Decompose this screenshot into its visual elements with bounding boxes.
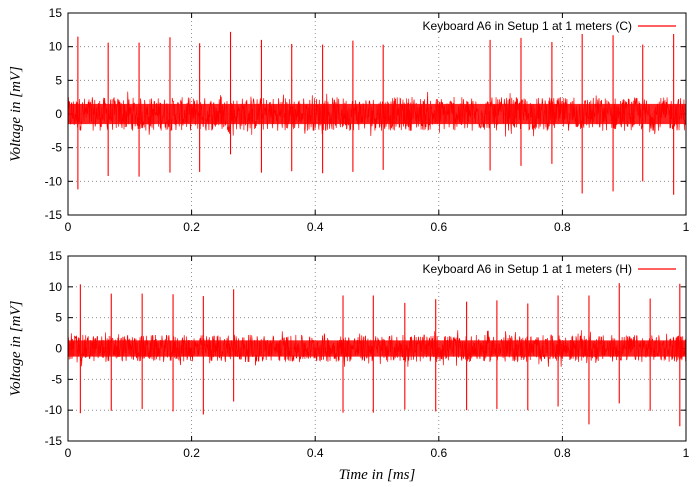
x-tick-label: 0.4: [307, 446, 324, 460]
y-tick-label: 0: [55, 107, 62, 121]
y-tick-label: -5: [51, 372, 62, 386]
x-tick-label: 0.2: [183, 446, 200, 460]
x-tick-label: 0.8: [554, 446, 571, 460]
x-tick-label: 0: [65, 220, 72, 234]
y-tick-label: 10: [49, 40, 63, 54]
legend-background: [388, 18, 682, 34]
chart-2: 0 0.2 0.4 0.6 0.8 1 15 10 5 0 -5 -10 -15 Keyboard A6 …: [8, 249, 690, 483]
y-tick-label: 15: [49, 6, 63, 20]
y-tick-label: -5: [51, 141, 62, 155]
y-tick-label: -10: [45, 174, 63, 188]
x-tick-label: 0.6: [430, 446, 447, 460]
plot-frame: [67, 255, 687, 442]
signal-core-band: [68, 103, 686, 125]
y-axis-title: Voltage in [mV]: [8, 66, 24, 162]
y-tick-label: 10: [49, 280, 63, 294]
signal-core-band: [68, 340, 686, 357]
x-tick-label: 1: [683, 446, 690, 460]
y-tick-label: 0: [55, 342, 62, 356]
legend-background: [388, 261, 682, 277]
chart-1: 0 0.2 0.4 0.6 0.8 1 15 10 5 0 -5 -10 -15 Keyboard A6 …: [8, 6, 690, 234]
x-tick-label: 1: [683, 220, 690, 234]
y-tick-label: -10: [45, 403, 63, 417]
x-tick-label: 0: [65, 446, 72, 460]
plot-frame: [67, 12, 687, 216]
y-tick-label: 5: [55, 73, 62, 87]
legend-label: Keyboard A6 in Setup 1 at 1 meters (H): [423, 262, 632, 276]
x-tick-label: 0.2: [183, 220, 200, 234]
y-tick-label: -15: [45, 434, 63, 448]
legend-label: Keyboard A6 in Setup 1 at 1 meters (C): [423, 19, 632, 33]
y-tick-label: -15: [45, 208, 63, 222]
x-tick-label: 0.6: [430, 220, 447, 234]
x-tick-label: 0.4: [307, 220, 324, 234]
x-tick-label: 0.8: [554, 220, 571, 234]
x-axis-title: Time in [ms]: [339, 467, 416, 483]
y-tick-label: 15: [49, 249, 63, 263]
legend: Keyboard A6 in Setup 1 at 1 meters (H): [388, 261, 682, 277]
y-tick-label: 5: [55, 311, 62, 325]
y-axis-title: Voltage in [mV]: [8, 300, 24, 396]
legend: Keyboard A6 in Setup 1 at 1 meters (C): [388, 18, 682, 34]
